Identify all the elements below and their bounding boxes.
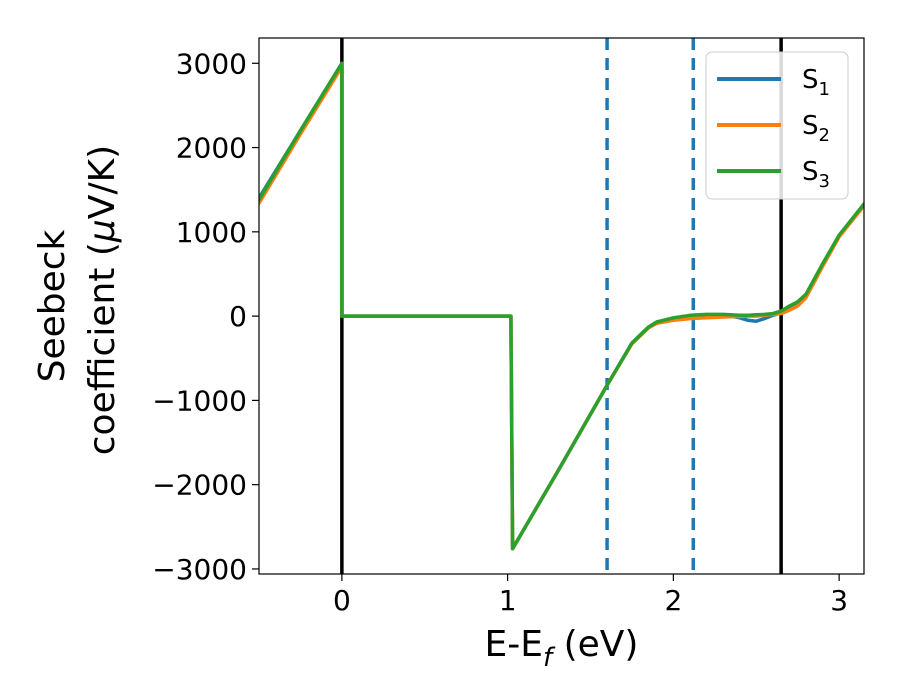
y-tick-label: 2000: [176, 132, 247, 165]
y-axis-label: Seebeck coefficient (μV/K): [32, 145, 123, 455]
y-tick-label: 0: [229, 300, 247, 333]
y-tick-label: −3000: [152, 553, 247, 586]
y-axis-label-line1: Seebeck: [32, 229, 73, 382]
plot-frame: [258, 37, 865, 575]
series-line-s3: [259, 61, 864, 551]
y-tick-label: −1000: [152, 384, 247, 417]
x-tick-label: 2: [664, 584, 682, 617]
series-lines: [259, 61, 864, 551]
y-tick-label: −2000: [152, 469, 247, 502]
x-axis-label: E-Ef (eV): [485, 624, 639, 673]
legend-label-3: S3: [802, 157, 830, 192]
legend-label-2: S2: [802, 111, 830, 146]
x-tick-label: 0: [333, 584, 351, 617]
legend-label-1: S1: [802, 65, 830, 100]
x-tick-label: 3: [830, 584, 848, 617]
x-tick-label: 1: [499, 584, 517, 617]
y-tick-label: 1000: [176, 216, 247, 249]
y-axis-label-line2: coefficient (μV/K): [82, 145, 123, 455]
x-axis: 0 1 2 3: [333, 574, 848, 617]
legend: S1 S2 S3: [705, 51, 849, 200]
y-tick-label: 3000: [176, 47, 247, 80]
y-axis: 3000 2000 1000 0 −1000 −2000 −3000: [152, 47, 259, 586]
